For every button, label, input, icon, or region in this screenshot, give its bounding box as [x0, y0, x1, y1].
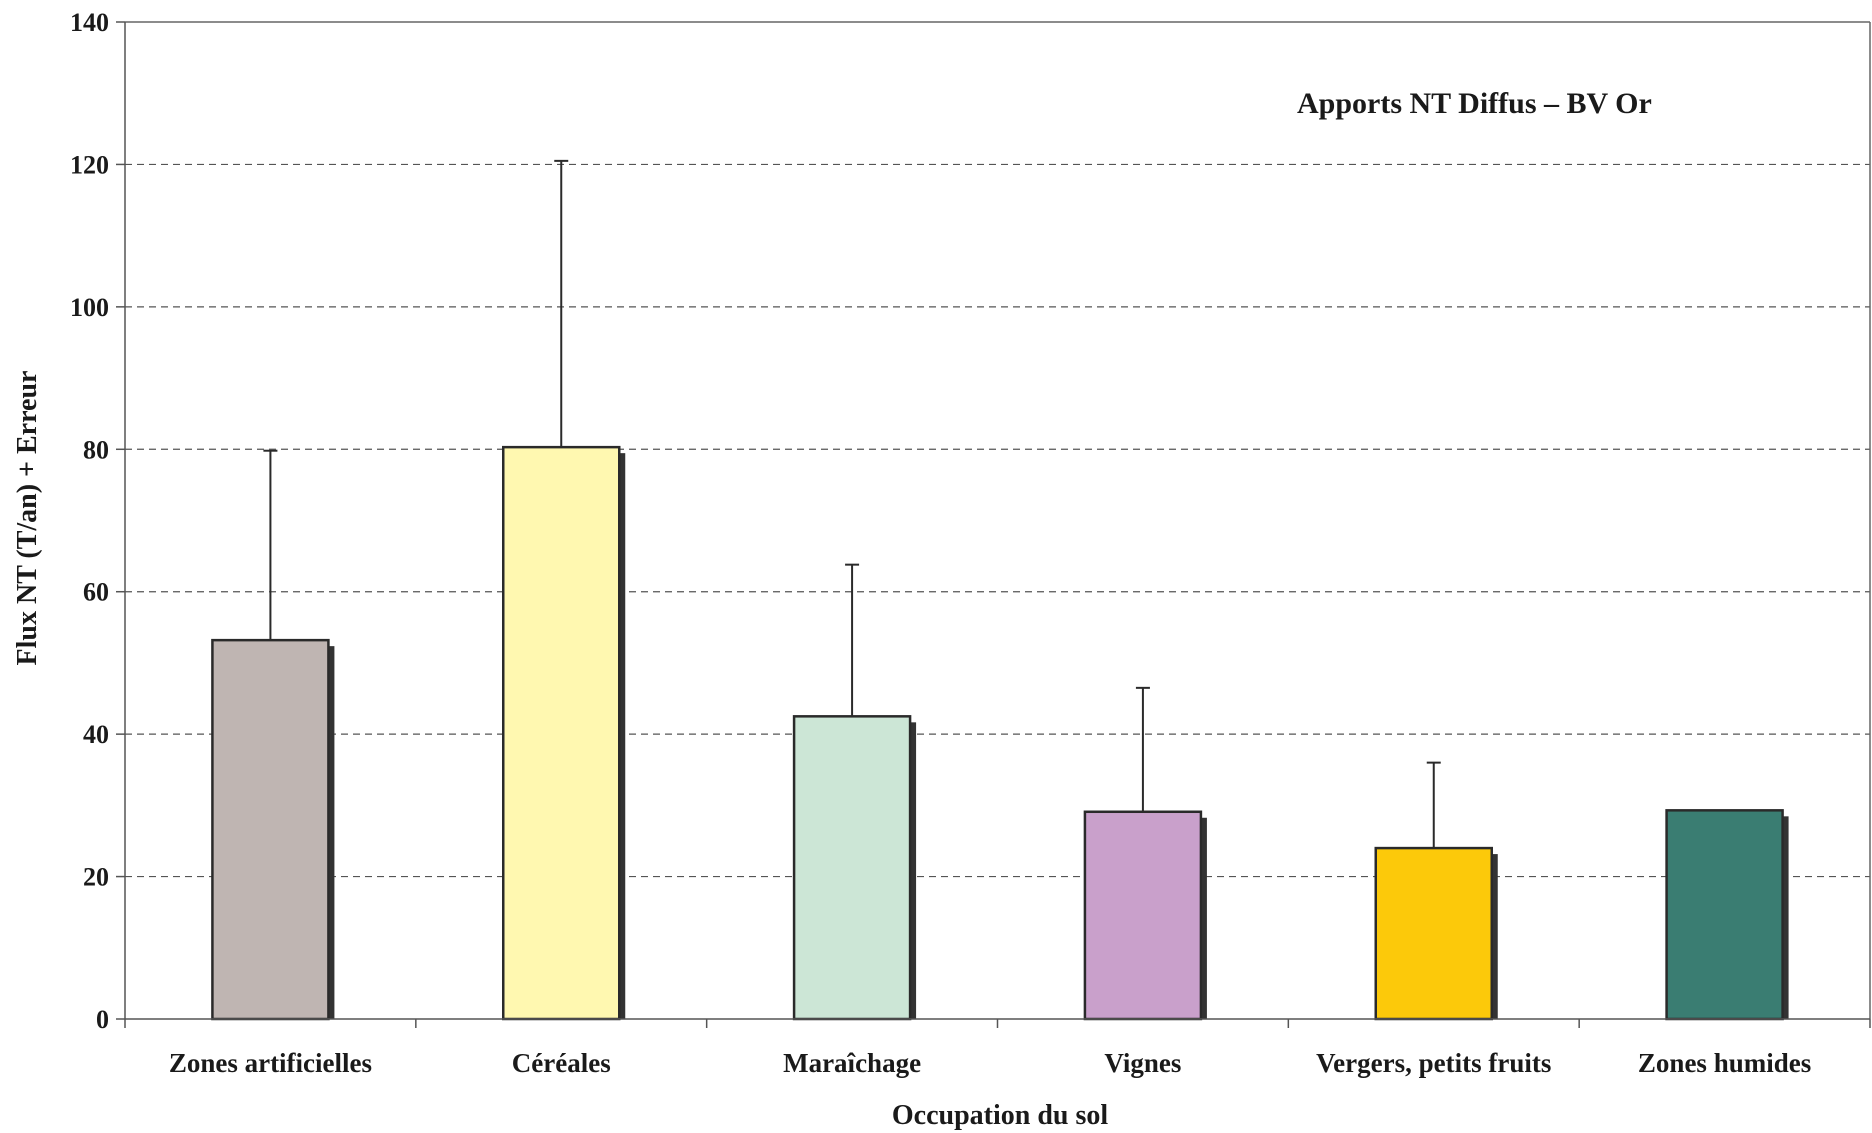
bar — [1665, 809, 1784, 1021]
bar — [211, 638, 330, 1021]
bar — [792, 715, 912, 1021]
tick-labels: 0 20 40 60 80 100 120 140 Zones artificielles Cér… — [70, 8, 1811, 1078]
y-tick-label: 20 — [83, 863, 109, 892]
x-tick-label: Zones artificielles — [169, 1048, 372, 1078]
chart-title: Apports NT Diffus – BV Or — [1297, 87, 1652, 120]
x-axis-title: Occupation du sol — [892, 1100, 1108, 1131]
x-tick-label: Vignes — [1104, 1048, 1181, 1078]
bar — [502, 445, 621, 1021]
x-tick-label: Vergers, petits fruits — [1316, 1048, 1551, 1078]
y-tick-label: 140 — [70, 8, 109, 37]
x-tick-label: Zones humides — [1638, 1048, 1811, 1078]
y-tick-label: 60 — [83, 578, 109, 607]
error-bars — [263, 159, 1441, 849]
bar — [1083, 810, 1203, 1021]
y-axis-title: Flux NT (T/an) + Erreur — [12, 371, 43, 666]
axes — [116, 21, 1871, 1028]
y-tick-label: 0 — [96, 1005, 109, 1034]
y-tick-label: 120 — [70, 150, 109, 179]
gridlines — [125, 163, 1870, 878]
y-tick-label: 80 — [83, 435, 109, 464]
x-tick-label: Céréales — [512, 1048, 611, 1078]
bars — [211, 445, 1789, 1021]
y-tick-label: 40 — [83, 720, 109, 749]
x-tick-label: Maraîchage — [783, 1048, 921, 1078]
y-tick-label: 100 — [70, 293, 109, 322]
bar — [1374, 846, 1493, 1021]
